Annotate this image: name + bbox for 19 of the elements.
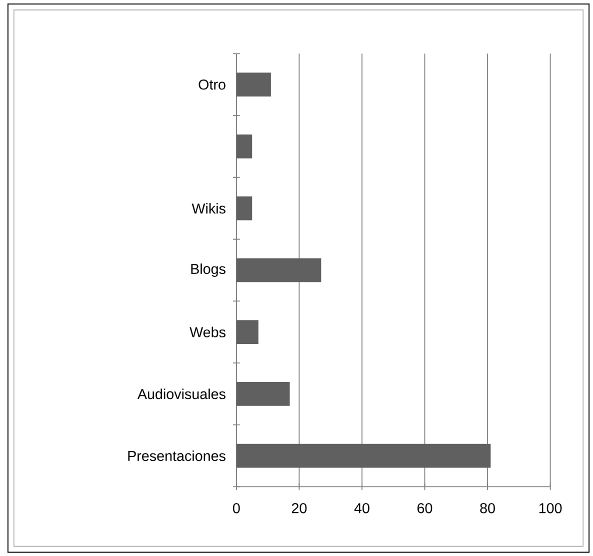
bar xyxy=(236,196,252,220)
bar xyxy=(236,444,491,468)
x-tick-label: 0 xyxy=(232,502,240,514)
y-tick-label: Webs xyxy=(190,326,226,338)
y-tick-label: Audiovisuales xyxy=(137,388,226,400)
bar xyxy=(236,382,290,406)
y-tick-label: Wikis xyxy=(192,202,226,214)
x-tick-label: 100 xyxy=(539,502,562,514)
y-tick-label: Otro xyxy=(198,79,226,90)
x-tick-label: 20 xyxy=(292,502,307,514)
x-tick-label: 40 xyxy=(354,502,370,514)
bar xyxy=(236,72,271,96)
bar xyxy=(236,258,322,282)
y-tick-label: Presentaciones xyxy=(128,450,226,461)
bar xyxy=(236,134,252,158)
y-tick-label: Blogs xyxy=(191,263,226,277)
bar xyxy=(236,320,258,344)
x-tick-label: 60 xyxy=(417,502,432,514)
x-tick-label: 80 xyxy=(480,502,495,514)
